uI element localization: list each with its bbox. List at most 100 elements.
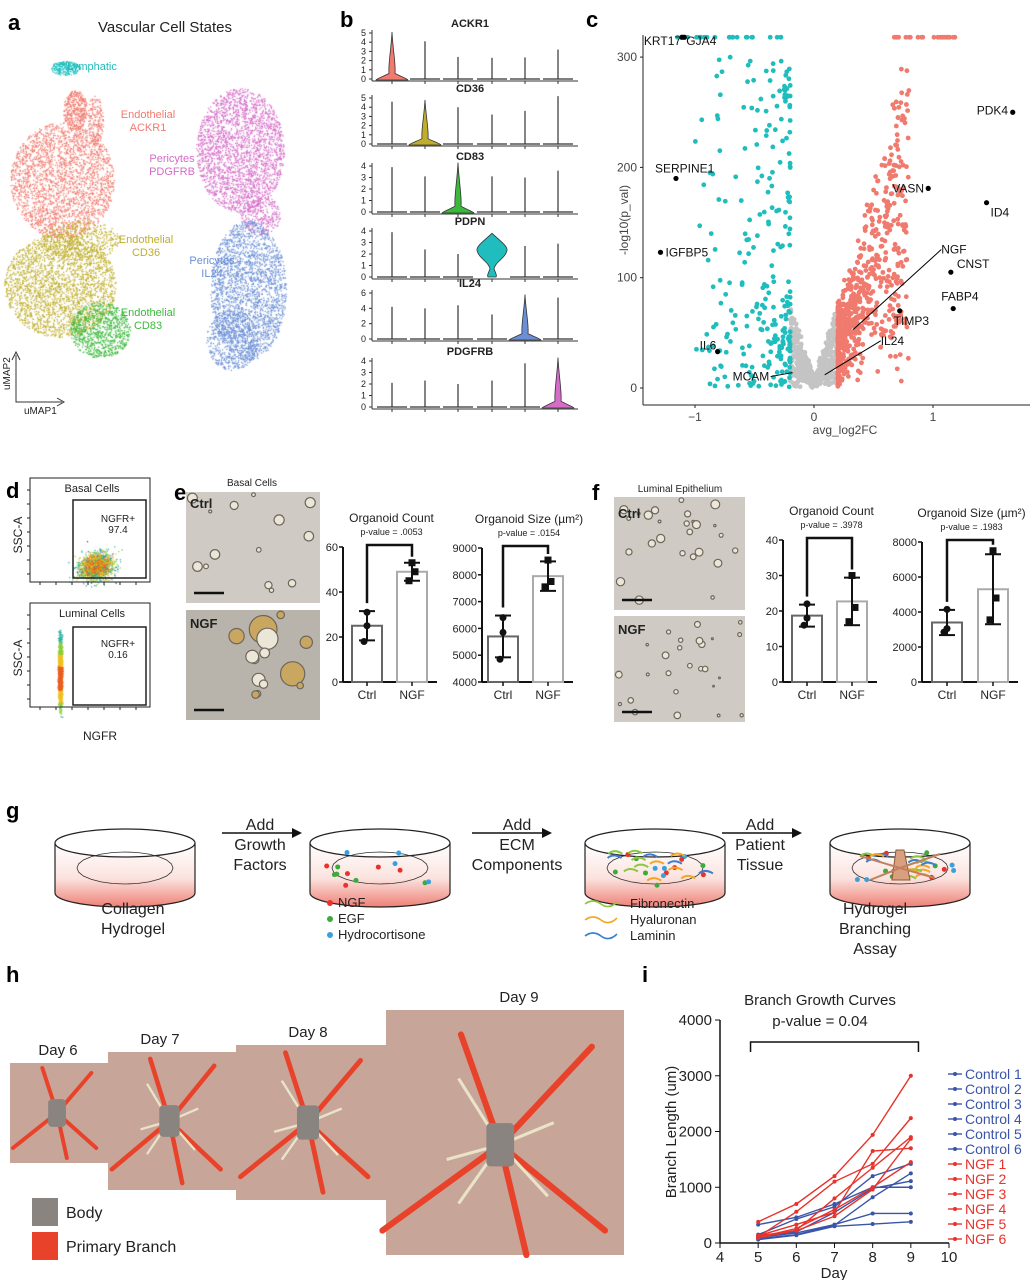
organoid	[689, 553, 697, 561]
volcano-point	[883, 250, 889, 255]
volcano-point	[793, 321, 799, 327]
volcano-point	[897, 352, 903, 358]
tissue-outline	[851, 851, 949, 885]
volcano-point	[806, 372, 812, 378]
series-point	[870, 1185, 875, 1190]
legend-entry: NGF 2	[965, 1171, 1006, 1187]
volcano-point	[787, 83, 793, 88]
ecm-fiber	[606, 854, 623, 859]
volcano-point	[886, 171, 892, 177]
bar-x-tick-label: NGF	[399, 688, 424, 702]
umap-axes-arrows	[15, 355, 62, 403]
organoid	[678, 497, 685, 504]
series-point	[908, 1135, 913, 1140]
volcano-point	[905, 135, 911, 141]
bar-y-tick-label: 6000	[453, 623, 477, 635]
arrow-label: Tissue	[737, 857, 784, 874]
volcano-point	[742, 146, 748, 151]
day-label: Day 9	[499, 989, 538, 1006]
line-y-label: Branch Length (um)	[663, 1066, 680, 1199]
volcano-point	[886, 279, 892, 285]
umap-cluster-label-line: Endothelial	[121, 307, 175, 319]
volcano-point	[895, 138, 900, 143]
line-y-tick-label: 4000	[679, 1012, 712, 1029]
ecm-fiber	[646, 877, 662, 882]
volcano-point	[727, 280, 732, 286]
volcano-point	[764, 326, 770, 332]
volcano-point	[845, 373, 851, 379]
volcano-point	[706, 344, 711, 350]
organoid	[251, 690, 260, 699]
volcano-point	[893, 34, 899, 40]
volcano-point	[877, 284, 883, 289]
data-point	[848, 572, 856, 579]
volcano-point	[892, 291, 898, 297]
volcano-point	[699, 347, 705, 353]
volcano-point	[835, 383, 841, 389]
organoid	[287, 578, 297, 588]
volcano-point	[904, 68, 910, 74]
volcano-point	[838, 356, 844, 362]
factor-dot	[949, 862, 955, 868]
data-point	[541, 583, 549, 591]
bar-y-tick-label: 6000	[893, 572, 917, 584]
significance-bracket	[501, 544, 550, 608]
volcano-point	[861, 241, 867, 247]
dish-rim	[54, 828, 196, 858]
volcano-point	[825, 379, 831, 385]
volcano-point	[800, 378, 806, 384]
legend-marker	[953, 1192, 957, 1196]
volcano-point	[767, 78, 773, 83]
volcano-point	[841, 277, 847, 283]
primary-branch	[238, 1120, 311, 1180]
volcano-point	[787, 334, 793, 340]
volcano-point	[878, 344, 883, 350]
factor-dot	[397, 867, 403, 873]
volcano-point	[946, 34, 952, 40]
image-label-e-ctrl: Ctrl	[190, 496, 212, 511]
organoid	[636, 511, 641, 516]
volcano-point	[874, 190, 879, 196]
volcano-point	[899, 90, 905, 96]
volcano-point	[722, 374, 728, 380]
volcano-point	[866, 283, 872, 289]
violin-y-tick-label: 1	[361, 261, 366, 271]
organoid	[256, 627, 279, 650]
volcano-point	[779, 369, 785, 375]
organoid	[614, 670, 623, 679]
ecm-legend-label: Hyaluronan	[630, 912, 697, 927]
gate-luminal-value: 0.16	[108, 650, 128, 661]
volcano-point	[675, 34, 680, 40]
volcano-point	[861, 246, 867, 252]
volcano-point	[751, 245, 756, 250]
bar-y-tick-label: 8000	[453, 570, 477, 582]
volcano-point	[783, 209, 788, 215]
violin-shape	[541, 357, 575, 409]
ecm-fiber	[642, 853, 658, 858]
bar-y-tick-label: 8000	[893, 537, 917, 549]
volcano-point	[865, 259, 871, 265]
data-point	[851, 603, 859, 611]
volcano-point	[718, 300, 724, 306]
volcano-point	[871, 325, 877, 331]
arrow-label: Growth	[234, 837, 286, 854]
volcano-point	[868, 297, 874, 303]
volcano-point	[844, 326, 850, 331]
volcano-gene-label: VASN	[892, 181, 924, 195]
volcano-point	[865, 208, 871, 214]
volcano-point	[904, 92, 910, 97]
violin-y-tick-label: 2	[361, 184, 366, 194]
volcano-point	[763, 133, 769, 138]
volcano-point	[723, 291, 729, 297]
violin-shape	[375, 32, 409, 81]
violin-y-tick-label: 2	[361, 379, 366, 389]
series-point	[870, 1174, 875, 1179]
volcano-point	[891, 297, 897, 303]
data-point	[411, 568, 419, 576]
volcano-point	[770, 68, 776, 74]
volcano-point	[746, 343, 752, 349]
volcano-point	[842, 321, 848, 327]
organoid	[228, 627, 245, 645]
dish-rim	[584, 828, 726, 858]
volcano-point	[874, 300, 880, 306]
